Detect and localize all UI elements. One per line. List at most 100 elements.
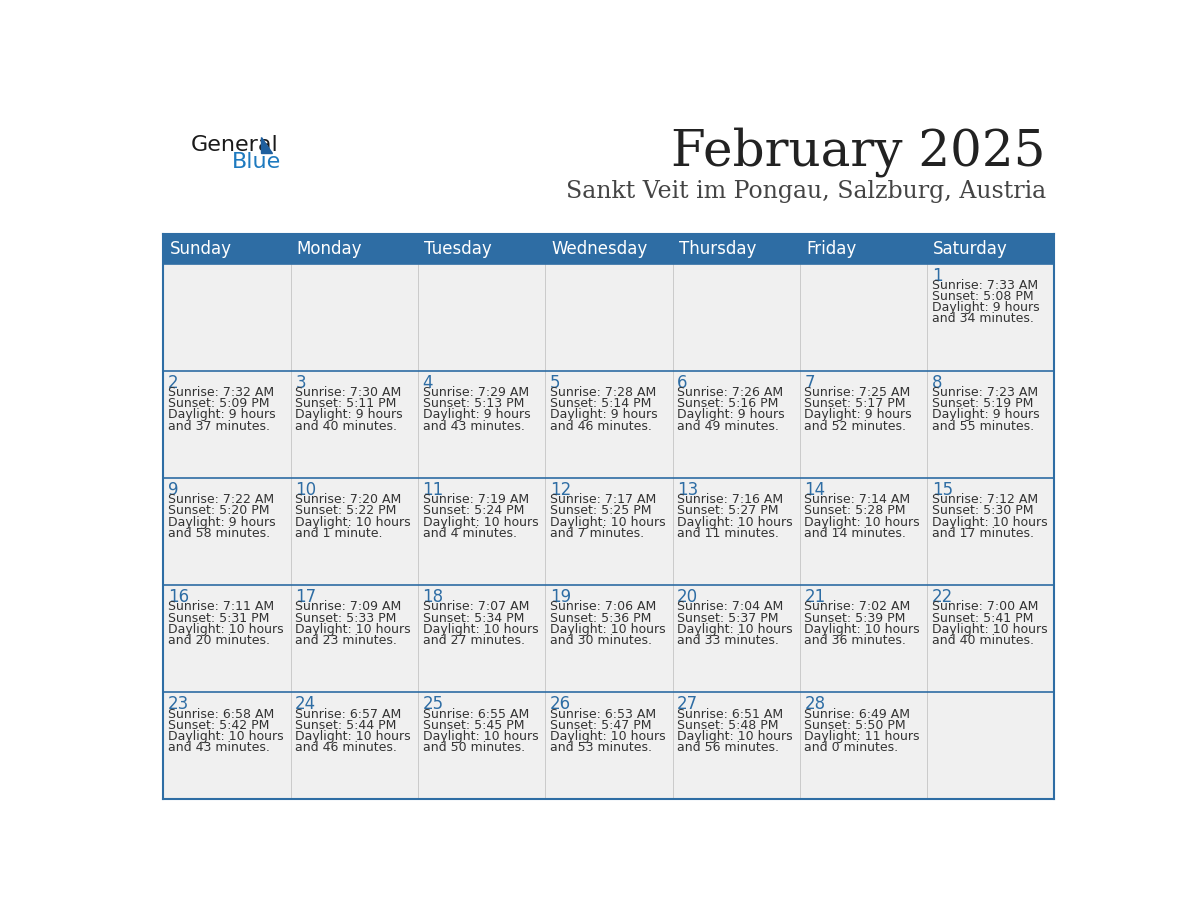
Text: Sunset: 5:24 PM: Sunset: 5:24 PM: [423, 504, 524, 518]
Bar: [800, 234, 927, 263]
Text: Daylight: 9 hours: Daylight: 9 hours: [931, 409, 1040, 421]
Text: and 17 minutes.: and 17 minutes.: [931, 527, 1034, 540]
Text: Sunrise: 7:00 AM: Sunrise: 7:00 AM: [931, 600, 1038, 613]
Bar: [672, 478, 800, 585]
Text: 7: 7: [804, 374, 815, 392]
Text: Sunrise: 6:58 AM: Sunrise: 6:58 AM: [168, 708, 274, 721]
Text: and 46 minutes.: and 46 minutes.: [295, 741, 397, 754]
Text: Sankt Veit im Pongau, Salzburg, Austria: Sankt Veit im Pongau, Salzburg, Austria: [565, 180, 1045, 203]
Text: Daylight: 10 hours: Daylight: 10 hours: [550, 730, 665, 743]
Text: Daylight: 9 hours: Daylight: 9 hours: [295, 409, 403, 421]
Text: Sunrise: 7:25 AM: Sunrise: 7:25 AM: [804, 386, 911, 399]
Bar: [163, 692, 291, 800]
Bar: [927, 263, 1055, 371]
Bar: [672, 692, 800, 800]
Text: Sunrise: 7:23 AM: Sunrise: 7:23 AM: [931, 386, 1038, 399]
Text: 14: 14: [804, 481, 826, 499]
Text: Sunrise: 7:29 AM: Sunrise: 7:29 AM: [423, 386, 529, 399]
Text: Sunrise: 7:22 AM: Sunrise: 7:22 AM: [168, 493, 274, 506]
Text: General: General: [191, 135, 279, 155]
Bar: [800, 371, 927, 478]
Text: 12: 12: [550, 481, 571, 499]
Bar: [545, 585, 672, 692]
Text: Daylight: 10 hours: Daylight: 10 hours: [295, 730, 411, 743]
Text: and 52 minutes.: and 52 minutes.: [804, 420, 906, 432]
Text: and 43 minutes.: and 43 minutes.: [168, 741, 270, 754]
Bar: [291, 234, 418, 263]
Text: Thursday: Thursday: [678, 240, 756, 258]
Text: 11: 11: [423, 481, 444, 499]
Text: Sunrise: 6:51 AM: Sunrise: 6:51 AM: [677, 708, 783, 721]
Text: Sunset: 5:50 PM: Sunset: 5:50 PM: [804, 719, 906, 732]
Text: and 14 minutes.: and 14 minutes.: [804, 527, 906, 540]
Bar: [163, 585, 291, 692]
Text: Sunset: 5:09 PM: Sunset: 5:09 PM: [168, 397, 270, 410]
Text: 1: 1: [931, 266, 942, 285]
Bar: [291, 478, 418, 585]
Text: 24: 24: [295, 695, 316, 713]
Bar: [291, 692, 418, 800]
Text: and 23 minutes.: and 23 minutes.: [295, 634, 397, 647]
Text: Sunset: 5:37 PM: Sunset: 5:37 PM: [677, 611, 778, 624]
Text: 9: 9: [168, 481, 178, 499]
Bar: [672, 585, 800, 692]
Bar: [545, 371, 672, 478]
Text: and 46 minutes.: and 46 minutes.: [550, 420, 652, 432]
Text: Daylight: 9 hours: Daylight: 9 hours: [931, 301, 1040, 314]
Bar: [927, 234, 1055, 263]
Bar: [927, 371, 1055, 478]
Text: Sunrise: 6:53 AM: Sunrise: 6:53 AM: [550, 708, 656, 721]
Text: 26: 26: [550, 695, 571, 713]
Text: Sunset: 5:20 PM: Sunset: 5:20 PM: [168, 504, 270, 518]
Text: and 4 minutes.: and 4 minutes.: [423, 527, 517, 540]
Text: 23: 23: [168, 695, 189, 713]
Text: 25: 25: [423, 695, 443, 713]
Text: and 1 minute.: and 1 minute.: [295, 527, 383, 540]
Bar: [418, 371, 545, 478]
Bar: [291, 585, 418, 692]
Text: and 11 minutes.: and 11 minutes.: [677, 527, 779, 540]
Text: Daylight: 10 hours: Daylight: 10 hours: [423, 622, 538, 636]
Text: Daylight: 10 hours: Daylight: 10 hours: [931, 516, 1048, 529]
Text: Sunset: 5:25 PM: Sunset: 5:25 PM: [550, 504, 651, 518]
Text: Daylight: 10 hours: Daylight: 10 hours: [295, 622, 411, 636]
Text: and 50 minutes.: and 50 minutes.: [423, 741, 525, 754]
Text: Daylight: 11 hours: Daylight: 11 hours: [804, 730, 920, 743]
Text: Wednesday: Wednesday: [551, 240, 647, 258]
Text: Sunrise: 7:17 AM: Sunrise: 7:17 AM: [550, 493, 656, 506]
Text: Sunset: 5:08 PM: Sunset: 5:08 PM: [931, 290, 1034, 303]
Text: 15: 15: [931, 481, 953, 499]
Text: 21: 21: [804, 588, 826, 606]
Text: Sunrise: 7:16 AM: Sunrise: 7:16 AM: [677, 493, 783, 506]
Text: and 30 minutes.: and 30 minutes.: [550, 634, 652, 647]
Text: and 49 minutes.: and 49 minutes.: [677, 420, 779, 432]
Text: Sunset: 5:36 PM: Sunset: 5:36 PM: [550, 611, 651, 624]
Text: Sunset: 5:39 PM: Sunset: 5:39 PM: [804, 611, 906, 624]
Text: Daylight: 10 hours: Daylight: 10 hours: [550, 516, 665, 529]
Text: Daylight: 10 hours: Daylight: 10 hours: [550, 622, 665, 636]
Text: Sunset: 5:44 PM: Sunset: 5:44 PM: [295, 719, 397, 732]
Text: 2: 2: [168, 374, 178, 392]
Text: Daylight: 10 hours: Daylight: 10 hours: [677, 622, 792, 636]
Text: Sunset: 5:28 PM: Sunset: 5:28 PM: [804, 504, 906, 518]
Text: 8: 8: [931, 374, 942, 392]
Polygon shape: [261, 137, 272, 152]
Text: Sunrise: 7:28 AM: Sunrise: 7:28 AM: [550, 386, 656, 399]
Bar: [927, 478, 1055, 585]
Text: Daylight: 10 hours: Daylight: 10 hours: [804, 516, 920, 529]
Text: Sunrise: 6:55 AM: Sunrise: 6:55 AM: [423, 708, 529, 721]
Bar: [163, 234, 291, 263]
Text: 18: 18: [423, 588, 443, 606]
Text: 13: 13: [677, 481, 699, 499]
Bar: [418, 478, 545, 585]
Bar: [163, 263, 291, 371]
Bar: [163, 371, 291, 478]
Text: Sunset: 5:11 PM: Sunset: 5:11 PM: [295, 397, 397, 410]
Text: 27: 27: [677, 695, 699, 713]
Text: Daylight: 9 hours: Daylight: 9 hours: [423, 409, 530, 421]
Text: Sunrise: 7:07 AM: Sunrise: 7:07 AM: [423, 600, 529, 613]
Bar: [672, 263, 800, 371]
Text: Sunrise: 7:14 AM: Sunrise: 7:14 AM: [804, 493, 911, 506]
Text: Daylight: 10 hours: Daylight: 10 hours: [423, 730, 538, 743]
Text: Sunset: 5:45 PM: Sunset: 5:45 PM: [423, 719, 524, 732]
